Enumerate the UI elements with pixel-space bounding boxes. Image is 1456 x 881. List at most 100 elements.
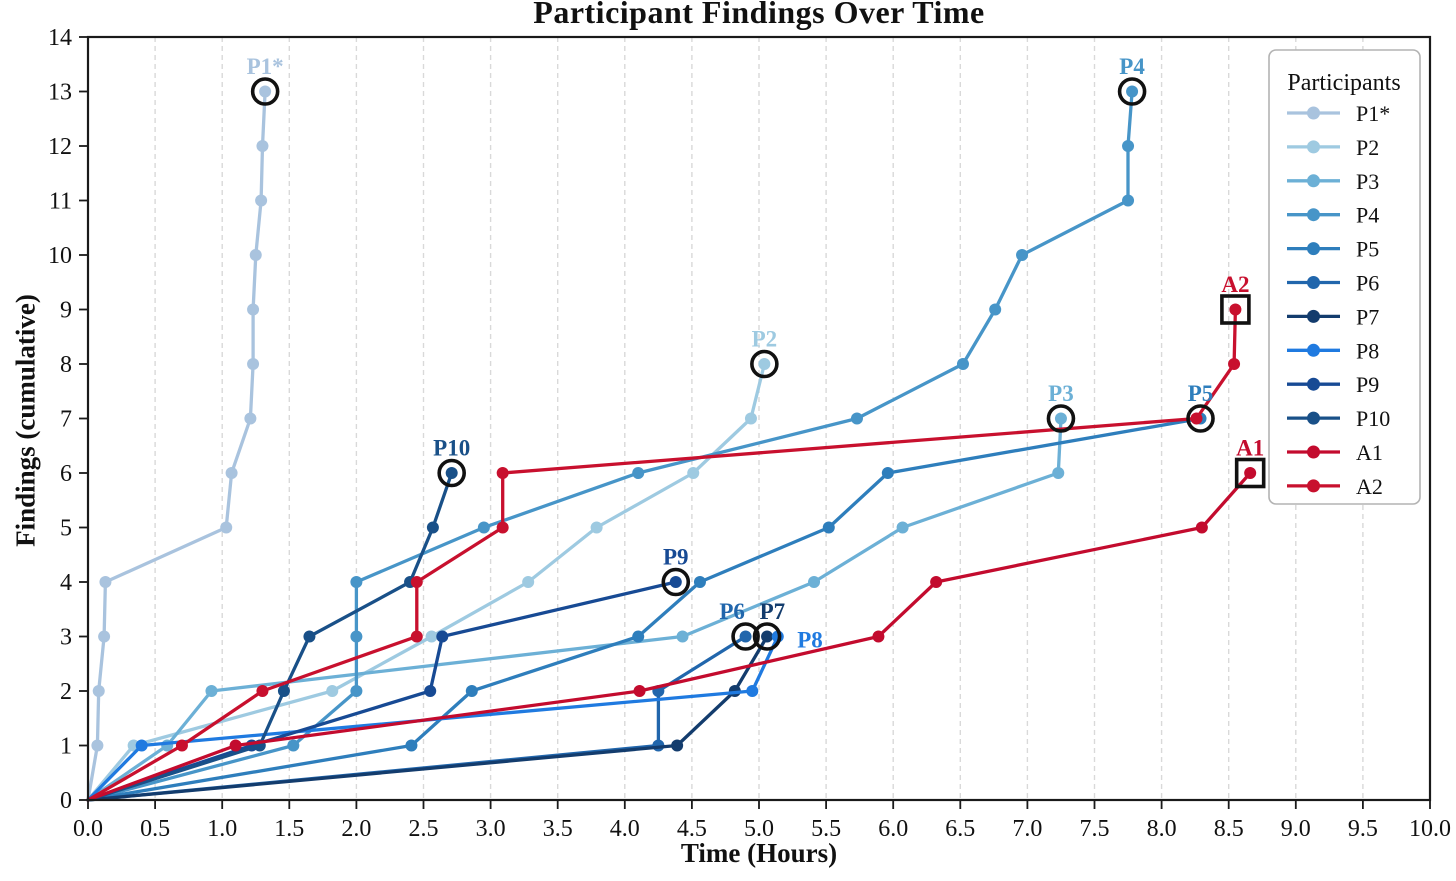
series-P4-point-11 [1122,194,1135,207]
series-P5-point-6 [881,467,894,479]
series-P4-point-6 [632,467,645,479]
legend-title: Participants [1287,70,1400,96]
series-A2-point-4 [410,576,423,588]
series-P1*-point-8 [247,358,260,370]
series-P4-point-9 [989,303,1002,316]
series-P4-point-2 [350,685,363,697]
x-tick-label: 10.0 [1409,816,1451,842]
series-P2-point-3 [425,630,438,643]
series-P2 [86,358,771,802]
series-P1*-point-7 [244,412,257,425]
y-tick-label: 9 [60,298,72,324]
end-ring-P2 [750,349,779,379]
series-P2-point-2 [326,685,339,697]
series-P3-point-6 [1052,467,1065,479]
x-tick-label: 7.5 [1080,816,1110,842]
end-ring-P5 [1186,404,1215,433]
end-ring-P4 [1117,77,1147,106]
legend-label: P1* [1356,101,1390,126]
series-label-P3: P3 [1048,381,1074,406]
series-A2-point-3 [410,630,423,643]
y-tick-label: 14 [48,25,72,51]
series-P1*-point-4 [99,576,112,588]
series-label-A1: A1 [1236,435,1264,460]
legend-label: P3 [1356,169,1379,194]
legend-item-A2: A2 [1287,474,1383,499]
series-P7-point-3 [761,630,774,643]
legend-marker-dot [1307,445,1320,459]
series-P2-point-4 [522,576,535,588]
y-tick-label: 12 [48,134,72,160]
legend-label: P10 [1356,406,1390,431]
series-P7-line [86,634,769,802]
y-axis-title: Findings (cumulative) [10,294,41,547]
series-P6-point-3 [739,630,752,643]
series-P3-line [86,416,1063,802]
legend-item-P4: P4 [1287,203,1379,228]
series-P1*-line [86,89,267,802]
y-tick-label: 1 [60,734,72,760]
series-P10-point-2 [277,685,290,697]
legend-item-P8: P8 [1287,338,1379,363]
y-tick-label: 0 [60,788,72,814]
end-ring-P10 [437,458,466,488]
series-A2-point-5 [496,521,509,534]
series-A2-point-7 [1190,412,1203,425]
legend-item-P9: P9 [1287,372,1379,397]
series-P1* [86,85,272,802]
series-P2-point-6 [687,467,700,479]
series-label-P9: P9 [663,544,689,569]
legend-item-P2: P2 [1287,135,1379,160]
x-tick-label: 5.0 [744,816,774,842]
series-label-P1*: P1* [247,54,284,79]
y-tick-label: 8 [60,352,72,378]
x-tick-label: 3.5 [543,816,573,842]
x-tick-label: 1.0 [207,816,237,842]
series-P4-line [86,89,1134,802]
end-annotations: P1* P2 P3 P4 P5 P6 P7 P8 P9 P10 A1 A2 [247,54,1266,652]
chart-title: Participant Findings Over Time [533,0,985,30]
x-tick-label: 3.0 [476,816,506,842]
legend-item-P10: P10 [1287,406,1390,431]
series-A1-point-3 [872,630,885,643]
legend-marker-dot [1307,140,1320,154]
series-A2-line [86,307,1238,802]
end-ring-P7 [752,622,782,651]
series-P4-point-1 [287,739,300,752]
legend-item-P5: P5 [1287,237,1379,262]
series-P4-point-3 [350,630,363,643]
series-P1*-point-6 [225,467,238,479]
series-P4-point-10 [1016,249,1029,261]
legend-label: P6 [1356,271,1379,296]
series-P7-point-1 [671,739,684,752]
series-P5-point-3 [632,630,645,643]
y-tick-label: 3 [60,625,72,651]
y-tick-label: 4 [60,570,72,596]
y-tick-label: 2 [60,679,72,705]
legend-item-P7: P7 [1287,304,1379,329]
x-tick-label: 9.5 [1348,816,1378,842]
series-P9-point-2 [424,685,437,697]
end-square-A1 [1234,457,1266,489]
series-P5-point-5 [822,521,835,534]
x-tick-label: 8.5 [1214,816,1244,842]
series-P1*-point-9 [247,303,260,316]
series-P4-point-8 [956,358,969,370]
series-P1*-point-5 [220,521,233,534]
series-P5 [86,412,1207,802]
legend-marker-dot [1307,106,1320,120]
series-label-P6: P6 [719,599,745,624]
legend-marker-dot [1307,309,1320,323]
x-tick-label: 6.0 [878,816,908,842]
series-A1-point-2 [633,685,646,697]
series-P10 [86,467,458,802]
series-A1-point-1 [229,739,242,752]
legend-item-P6: P6 [1287,271,1379,296]
legend-label: P8 [1356,338,1379,363]
series-P1*-point-3 [98,630,111,643]
legend-label: P4 [1356,203,1379,228]
end-square-A2 [1220,294,1251,325]
series-A1-point-6 [1244,467,1257,479]
